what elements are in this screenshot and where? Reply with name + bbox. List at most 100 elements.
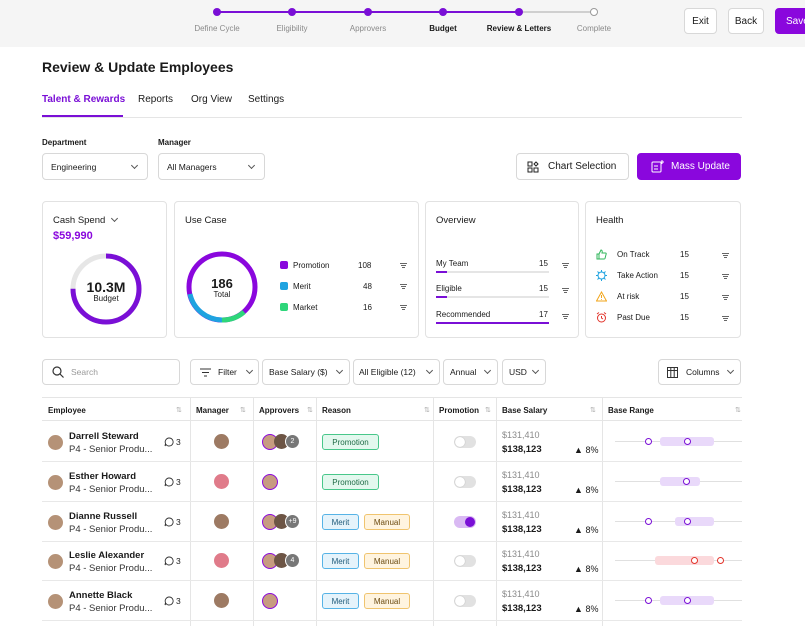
- columns-button[interactable]: Columns: [658, 359, 741, 385]
- department-select[interactable]: Engineering: [42, 153, 148, 180]
- overview-value: 15: [539, 284, 548, 293]
- employee-name[interactable]: Annette Black: [69, 590, 133, 601]
- employee-name[interactable]: Leslie Alexander: [69, 550, 145, 561]
- table-row[interactable]: Leslie Alexander P4 - Senior Produ... 3 4 Me…: [42, 541, 742, 581]
- tab-org-view[interactable]: Org View: [191, 94, 232, 105]
- filter-icon[interactable]: [722, 274, 729, 279]
- column-header-promotion[interactable]: Promotion: [439, 406, 479, 415]
- range-marker[interactable]: [645, 597, 652, 604]
- tab-reports[interactable]: Reports: [138, 94, 174, 105]
- table-row[interactable]: Dianne Russell P4 - Senior Produ... 3 +9 Mer…: [42, 502, 742, 542]
- search-input[interactable]: Search: [42, 359, 180, 385]
- legend-label: Market: [293, 303, 318, 312]
- reason-tag[interactable]: Merit: [322, 553, 359, 569]
- sort-icon[interactable]: ⇅: [485, 407, 491, 414]
- new-salary[interactable]: $138,123: [502, 444, 542, 455]
- reason-tag[interactable]: Merit: [322, 593, 359, 609]
- filter-icon[interactable]: [400, 305, 407, 310]
- new-salary[interactable]: $138,123: [502, 484, 542, 495]
- save-button[interactable]: Save: [775, 8, 805, 34]
- filter-icon[interactable]: [722, 253, 729, 258]
- filter-icon[interactable]: [722, 295, 729, 300]
- employee-name[interactable]: Darrell Steward: [69, 431, 139, 442]
- promotion-toggle[interactable]: [454, 555, 476, 567]
- approver-overflow-badge[interactable]: +9: [285, 514, 300, 529]
- tab-settings[interactable]: Settings: [248, 94, 285, 105]
- promotion-toggle[interactable]: [454, 595, 476, 607]
- manager-select[interactable]: All Managers: [158, 153, 265, 180]
- filter-icon[interactable]: [400, 284, 407, 289]
- promotion-toggle[interactable]: [454, 516, 476, 528]
- back-button[interactable]: Back: [728, 8, 764, 34]
- column-header-base-salary[interactable]: Base Salary: [502, 406, 548, 415]
- range-marker[interactable]: [691, 557, 698, 564]
- comment-icon[interactable]: [164, 596, 174, 606]
- comment-icon[interactable]: [164, 517, 174, 527]
- manager-avatar[interactable]: [214, 474, 229, 489]
- approver-avatar[interactable]: [262, 474, 278, 490]
- period-select[interactable]: Annual: [443, 359, 498, 385]
- filter-icon[interactable]: [562, 263, 569, 268]
- sort-icon[interactable]: ⇅: [735, 407, 741, 414]
- manager-avatar[interactable]: [214, 553, 229, 568]
- manager-avatar[interactable]: [214, 593, 229, 608]
- sort-icon[interactable]: ⇅: [240, 407, 246, 414]
- mass-update-button[interactable]: Mass Update: [637, 153, 741, 180]
- manager-avatar[interactable]: [214, 434, 229, 449]
- chart-selection-button[interactable]: Chart Selection: [516, 153, 629, 180]
- manager-avatar[interactable]: [214, 514, 229, 529]
- filter-icon[interactable]: [562, 314, 569, 319]
- column-header-manager[interactable]: Manager: [196, 406, 229, 415]
- sort-icon[interactable]: ⇅: [307, 407, 313, 414]
- sort-icon[interactable]: ⇅: [176, 407, 182, 414]
- sort-icon[interactable]: ⇅: [424, 407, 430, 414]
- range-marker[interactable]: [645, 438, 652, 445]
- range-marker[interactable]: [645, 518, 652, 525]
- range-marker[interactable]: [684, 597, 691, 604]
- currency-select[interactable]: USD: [502, 359, 546, 385]
- approver-overflow-badge[interactable]: 2: [285, 434, 300, 449]
- table-row[interactable]: Darrell Steward P4 - Senior Produ... 3 2 Pro…: [42, 422, 742, 462]
- merit-legend-dot: [280, 282, 288, 290]
- tab-talent-rewards[interactable]: Talent & Rewards: [42, 94, 126, 105]
- salary-change: ▲ 8%: [574, 525, 598, 535]
- exit-button[interactable]: Exit: [684, 8, 717, 34]
- filter-icon[interactable]: [722, 316, 729, 321]
- column-header-approvers[interactable]: Approvers: [259, 406, 300, 415]
- filter-icon[interactable]: [400, 263, 407, 268]
- filter-button[interactable]: Filter: [190, 359, 259, 385]
- reason-tag[interactable]: Promotion: [322, 474, 379, 490]
- new-salary[interactable]: $138,123: [502, 563, 542, 574]
- sort-icon[interactable]: ⇅: [590, 407, 596, 414]
- comment-icon[interactable]: [164, 556, 174, 566]
- column-header-reason[interactable]: Reason: [322, 406, 351, 415]
- reason-tag[interactable]: Manual: [364, 514, 410, 530]
- period-label: Annual: [450, 367, 477, 377]
- range-marker[interactable]: [684, 518, 691, 525]
- cash-spend-title[interactable]: Cash Spend: [53, 214, 118, 226]
- range-marker[interactable]: [683, 478, 690, 485]
- employee-name[interactable]: Dianne Russell: [69, 511, 138, 522]
- filter-icon[interactable]: [562, 288, 569, 293]
- promotion-toggle[interactable]: [454, 476, 476, 488]
- approver-overflow-badge[interactable]: 4: [285, 553, 300, 568]
- reason-tag[interactable]: Merit: [322, 514, 359, 530]
- reason-tag[interactable]: Manual: [364, 593, 410, 609]
- table-row[interactable]: Esther Howard P4 - Senior Produ... 3 Promot…: [42, 462, 742, 502]
- eligibility-select[interactable]: All Eligible (12): [353, 359, 440, 385]
- new-salary[interactable]: $138,123: [502, 603, 542, 614]
- new-salary[interactable]: $138,123: [502, 524, 542, 535]
- comment-icon[interactable]: [164, 437, 174, 447]
- comment-icon[interactable]: [164, 477, 174, 487]
- approver-avatar[interactable]: [262, 593, 278, 609]
- reason-tag[interactable]: Promotion: [322, 434, 379, 450]
- base-salary-select[interactable]: Base Salary ($): [262, 359, 350, 385]
- column-header-base-range[interactable]: Base Range: [608, 406, 654, 415]
- range-marker[interactable]: [684, 438, 691, 445]
- reason-tag[interactable]: Manual: [364, 553, 410, 569]
- employee-name[interactable]: Esther Howard: [69, 471, 137, 482]
- range-marker[interactable]: [717, 557, 724, 564]
- column-header-employee[interactable]: Employee: [48, 406, 86, 415]
- table-row[interactable]: Annette Black P4 - Senior Produ... 3 Merit M…: [42, 581, 742, 621]
- promotion-toggle[interactable]: [454, 436, 476, 448]
